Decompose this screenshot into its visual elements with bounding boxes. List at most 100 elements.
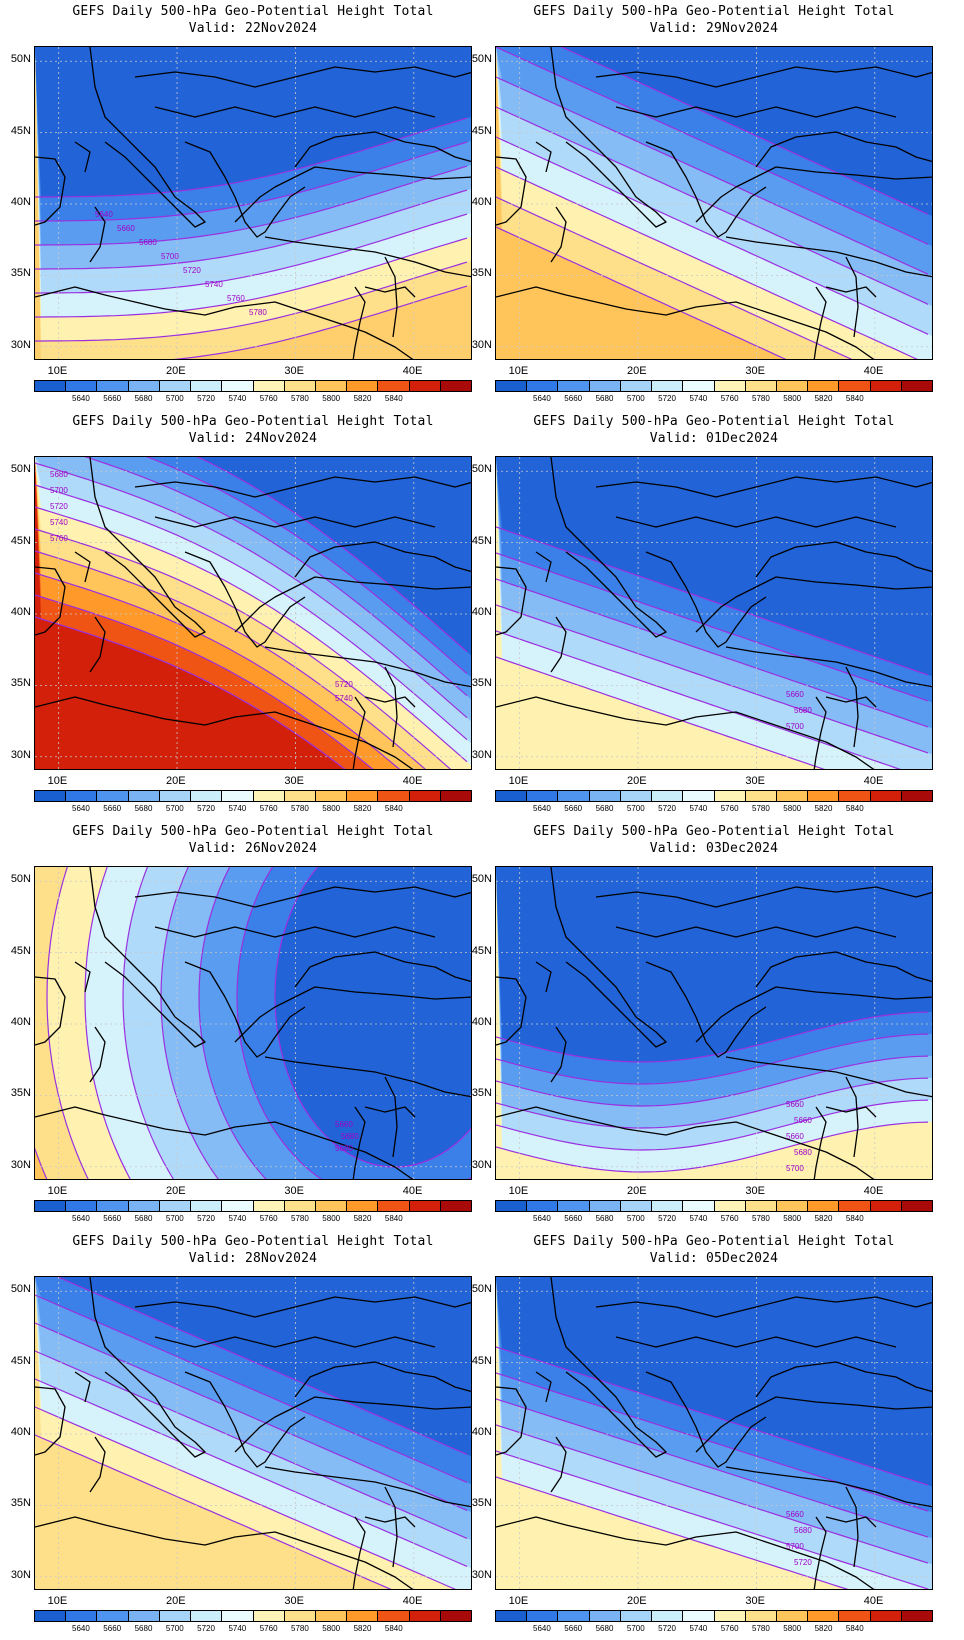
coastline bbox=[645, 961, 767, 1058]
colorbar-segment bbox=[901, 791, 933, 801]
colorbar-segment bbox=[378, 1201, 410, 1211]
coastline bbox=[74, 961, 91, 993]
colorbar-segment bbox=[558, 1611, 590, 1621]
colorbar-segment bbox=[347, 1201, 379, 1211]
latitude-label: 50N bbox=[471, 873, 492, 886]
contour-label: 5640 bbox=[95, 210, 113, 219]
longitude-label: 10E bbox=[508, 1185, 529, 1197]
longitude-label: 30E bbox=[745, 1185, 765, 1197]
colorbar-label: 5760 bbox=[259, 804, 278, 813]
colorbar-segment bbox=[35, 1611, 67, 1621]
contour-line bbox=[496, 1055, 929, 1107]
longitude-label: 10E bbox=[508, 1595, 529, 1607]
latitude-label: 30N bbox=[471, 1568, 492, 1581]
colorbar-segment bbox=[558, 791, 590, 801]
coastline bbox=[184, 961, 306, 1058]
map-panel: GEFS Daily 500-hPa Geo-Potential Height … bbox=[0, 410, 482, 820]
longitude-label: 20E bbox=[627, 1185, 647, 1197]
panel-title: GEFS Daily 500-hPa Geo-Potential Height … bbox=[533, 1234, 895, 1249]
colorbar-label: 5680 bbox=[595, 804, 614, 813]
panel-valid-date: Valid: 24Nov2024 bbox=[188, 431, 318, 446]
contour-line bbox=[35, 1294, 468, 1483]
latitude-label: 45N bbox=[471, 1354, 492, 1367]
contour-line bbox=[496, 1077, 929, 1129]
colorbar-segment bbox=[222, 791, 254, 801]
longitude-label: 30E bbox=[284, 365, 304, 377]
colorbar-label: 5800 bbox=[322, 1624, 341, 1633]
coastline bbox=[35, 696, 414, 769]
contour-line bbox=[496, 656, 825, 769]
colorbar-segment bbox=[191, 381, 223, 391]
colorbar-segment bbox=[839, 1611, 871, 1621]
coastline bbox=[695, 576, 932, 633]
colorbar-label: 5800 bbox=[322, 1214, 341, 1223]
contour-label: 5660 bbox=[335, 1120, 353, 1129]
colorbar-segment bbox=[409, 381, 441, 391]
contour-line bbox=[496, 630, 901, 769]
colorbar-label: 5740 bbox=[228, 1214, 247, 1223]
colorbar-label: 5820 bbox=[814, 804, 833, 813]
colorbar-segment bbox=[253, 1201, 285, 1211]
colorbar-segment bbox=[159, 381, 192, 391]
coastline bbox=[264, 1056, 471, 1098]
coastline bbox=[825, 1106, 877, 1118]
contour-label: 5660 bbox=[786, 690, 804, 699]
latitude-label: 40N bbox=[471, 1426, 492, 1438]
coastline bbox=[813, 1106, 827, 1179]
colorbar-label: 5640 bbox=[72, 394, 90, 403]
coastline bbox=[550, 1277, 667, 1458]
coastline bbox=[35, 1386, 66, 1456]
coastline bbox=[496, 976, 527, 1046]
coastline bbox=[184, 141, 306, 238]
colorbar-segment bbox=[347, 791, 379, 801]
contour-label: 5680 bbox=[794, 1148, 812, 1157]
colorbar-label: 5720 bbox=[658, 1214, 676, 1223]
contour-label: 5660 bbox=[786, 1100, 804, 1109]
colorbar-segment bbox=[589, 1611, 621, 1621]
longitude-label: 40E bbox=[402, 775, 423, 787]
colorbar-label: 5700 bbox=[626, 804, 645, 813]
map-panel: GEFS Daily 500-hPa Geo-Potential Height … bbox=[0, 1230, 482, 1640]
colorbar-segment bbox=[745, 381, 777, 391]
coastline bbox=[695, 1396, 932, 1453]
panel-valid-date: Valid: 29Nov2024 bbox=[649, 21, 779, 36]
latitude-label: 45N bbox=[10, 534, 31, 547]
coastline bbox=[384, 256, 398, 338]
colorbar-segment bbox=[35, 381, 67, 391]
colorbar-label: 5680 bbox=[595, 1214, 614, 1223]
colorbar-segment bbox=[315, 791, 348, 801]
coastline bbox=[550, 616, 567, 673]
coastline bbox=[825, 286, 877, 298]
colorbar-label: 5700 bbox=[165, 1214, 184, 1223]
coastline bbox=[755, 541, 932, 578]
contour-label: 5740 bbox=[50, 518, 68, 527]
colorbar-label: 5760 bbox=[259, 1214, 278, 1223]
colorbar-label: 5780 bbox=[752, 394, 770, 403]
longitude-label: 20E bbox=[166, 365, 186, 377]
latitude-label: 50N bbox=[471, 53, 492, 66]
contour-line bbox=[35, 572, 401, 769]
coastline bbox=[234, 1396, 471, 1453]
contour-label: 5680 bbox=[50, 470, 68, 479]
coastline bbox=[496, 696, 875, 769]
colorbar-segment bbox=[714, 381, 746, 391]
latitude-label: 50N bbox=[10, 873, 31, 886]
colorbar-segment bbox=[652, 381, 684, 391]
panel-title: GEFS Daily 500-hPa Geo-Potential Height … bbox=[533, 4, 895, 19]
coastline bbox=[496, 566, 527, 636]
coastline bbox=[550, 867, 667, 1048]
colorbar-segment bbox=[652, 791, 684, 801]
contour-line bbox=[35, 189, 468, 270]
latitude-label: 30N bbox=[10, 1158, 31, 1171]
contour-line bbox=[496, 1424, 929, 1564]
colorbar-segment bbox=[66, 791, 98, 801]
coastline bbox=[550, 206, 567, 263]
longitude-label: 10E bbox=[47, 1595, 68, 1607]
colorbar-segment bbox=[870, 1611, 902, 1621]
panel-valid-date: Valid: 22Nov2024 bbox=[188, 21, 318, 36]
coastline bbox=[550, 457, 667, 638]
coastline bbox=[89, 206, 106, 263]
coastline bbox=[264, 236, 471, 278]
coastline bbox=[134, 66, 471, 88]
latitude-label: 40N bbox=[10, 196, 31, 208]
